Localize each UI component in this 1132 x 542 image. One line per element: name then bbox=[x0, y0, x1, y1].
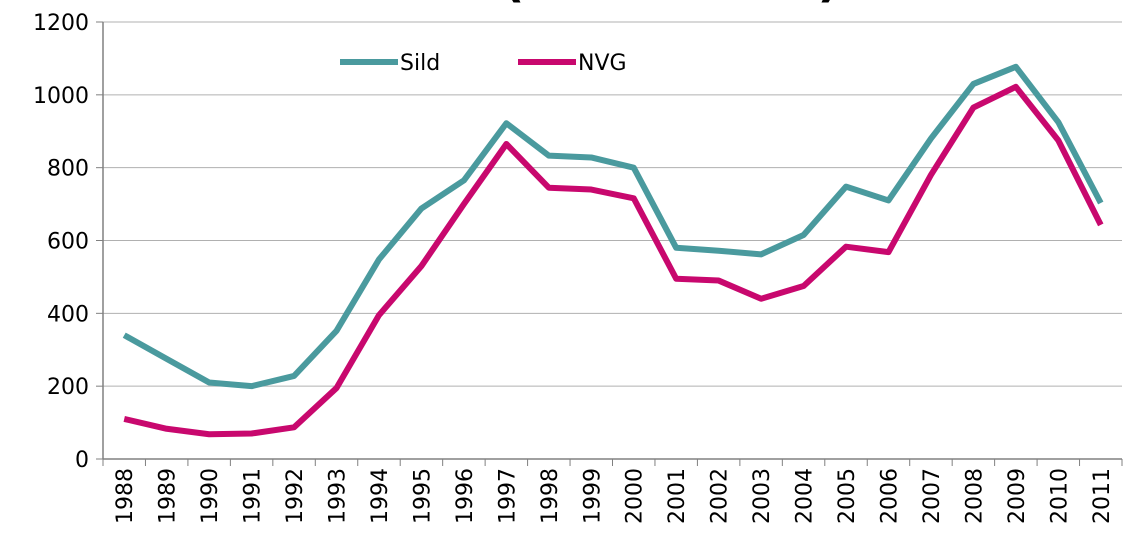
x-tick-label: 2009 bbox=[1005, 468, 1030, 524]
x-tick-label: 2005 bbox=[835, 468, 860, 524]
y-tick-label: 600 bbox=[47, 230, 89, 255]
x-tick-label: 1995 bbox=[410, 468, 435, 524]
x-tick-label: 2003 bbox=[750, 468, 775, 524]
y-tick-label: 1200 bbox=[33, 11, 89, 36]
x-tick-label: 2007 bbox=[920, 468, 945, 524]
x-tick-label: 2006 bbox=[877, 468, 902, 524]
legend-label: NVG bbox=[578, 51, 627, 76]
x-tick-label: 2001 bbox=[665, 468, 690, 524]
x-tick-label: 1989 bbox=[156, 468, 181, 524]
legend-label: Sild bbox=[400, 51, 440, 76]
x-tick-label: 2000 bbox=[623, 468, 648, 524]
x-tick-label: 1997 bbox=[495, 468, 520, 524]
y-tick-label: 200 bbox=[47, 375, 89, 400]
y-tick-label: 1000 bbox=[33, 84, 89, 109]
series-line bbox=[123, 83, 1104, 438]
x-tick-label: 2010 bbox=[1047, 468, 1072, 524]
x-tick-label: 1990 bbox=[198, 468, 223, 524]
x-tick-label: 1992 bbox=[283, 468, 308, 524]
x-tick-label: 2004 bbox=[793, 468, 818, 524]
x-tick-label: 2011 bbox=[1090, 468, 1115, 524]
x-tick-label: 1994 bbox=[368, 468, 393, 524]
x-tick-label: 2008 bbox=[962, 468, 987, 524]
chart-title: NVG sild (tusen tonn) bbox=[256, 0, 839, 8]
y-tick-label: 0 bbox=[75, 448, 89, 473]
x-tick-label: 1999 bbox=[580, 468, 605, 524]
y-tick-label: 400 bbox=[47, 302, 89, 327]
x-tick-label: 1993 bbox=[326, 468, 351, 524]
x-tick-label: 2002 bbox=[708, 468, 733, 524]
x-tick-label: 1998 bbox=[538, 468, 563, 524]
y-tick-label: 800 bbox=[47, 157, 89, 182]
x-tick-label: 1991 bbox=[241, 468, 266, 524]
series-line bbox=[122, 63, 1104, 390]
x-tick-label: 1988 bbox=[113, 468, 138, 524]
x-tick-label: 1996 bbox=[453, 468, 478, 524]
